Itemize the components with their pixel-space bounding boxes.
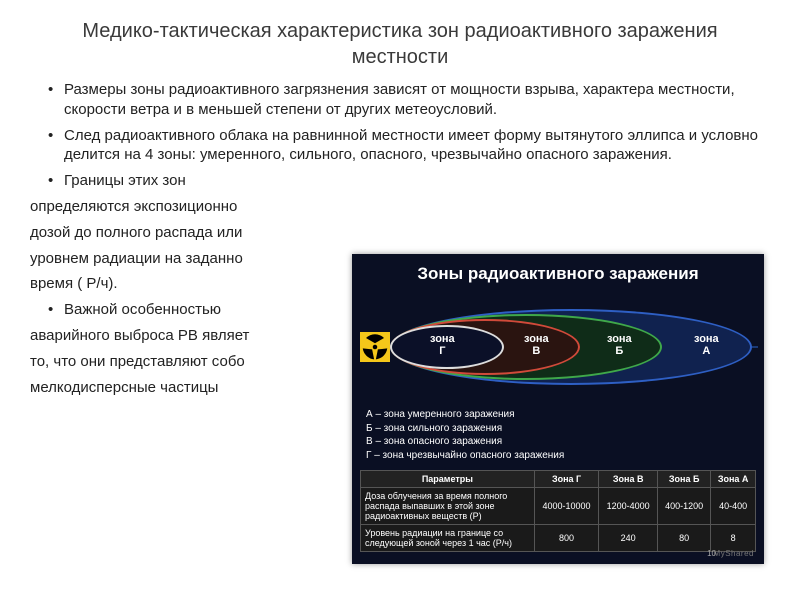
cell-g: 4000-10000 — [534, 488, 598, 525]
zone-g-label: зонаГ — [430, 334, 455, 357]
slide-title: Медико-тактическая характеристика зон ра… — [0, 0, 800, 80]
zones-diagram: зонаГ зонаВ зонаБ зонаА — [352, 292, 764, 402]
zone-b-label: зонаБ — [607, 334, 632, 357]
cell-g: 800 — [534, 525, 598, 552]
cell-b: 80 — [658, 525, 711, 552]
watermark: MyShared — [714, 549, 754, 558]
bullet-3-cont1: определяются экспозиционно — [30, 197, 770, 217]
radiation-icon — [360, 332, 390, 362]
th-v: Зона В — [599, 471, 658, 488]
th-g: Зона Г — [534, 471, 598, 488]
legend-a: А – зона умеренного заражения — [366, 408, 750, 422]
th-a: Зона А — [711, 471, 756, 488]
bullet-3-cont2: дозой до полного распада или — [30, 223, 770, 243]
zone-v-label: зонаВ — [524, 334, 549, 357]
cell-a: 8 — [711, 525, 756, 552]
th-b: Зона Б — [658, 471, 711, 488]
legend-g: Г – зона чрезвычайно опасного заражения — [366, 449, 750, 463]
cell-b: 400-1200 — [658, 488, 711, 525]
bullet-2: След радиоактивного облака на равнинной … — [48, 126, 770, 166]
legend-v: В – зона опасного заражения — [366, 435, 750, 449]
table-row: Уровень радиации на границе со следующей… — [361, 525, 756, 552]
zones-panel: Зоны радиоактивного заражения зонаГ зона… — [352, 254, 764, 564]
th-param: Параметры — [361, 471, 535, 488]
table-header-row: Параметры Зона Г Зона В Зона Б Зона А — [361, 471, 756, 488]
cell-param: Доза облучения за время полного распада … — [361, 488, 535, 525]
zones-table: Параметры Зона Г Зона В Зона Б Зона А До… — [360, 470, 756, 552]
cell-v: 1200-4000 — [599, 488, 658, 525]
table-row: Доза облучения за время полного распада … — [361, 488, 756, 525]
legend: А – зона умеренного заражения Б – зона с… — [352, 402, 764, 466]
cell-param: Уровень радиации на границе со следующей… — [361, 525, 535, 552]
legend-b: Б – зона сильного заражения — [366, 422, 750, 436]
panel-title: Зоны радиоактивного заражения — [352, 254, 764, 292]
bullet-3: Границы этих зон — [48, 171, 770, 191]
bullet-1: Размеры зоны радиоактивного загрязнения … — [48, 80, 770, 120]
cell-v: 240 — [599, 525, 658, 552]
cell-a: 40-400 — [711, 488, 756, 525]
zone-a-label: зонаА — [694, 334, 719, 357]
